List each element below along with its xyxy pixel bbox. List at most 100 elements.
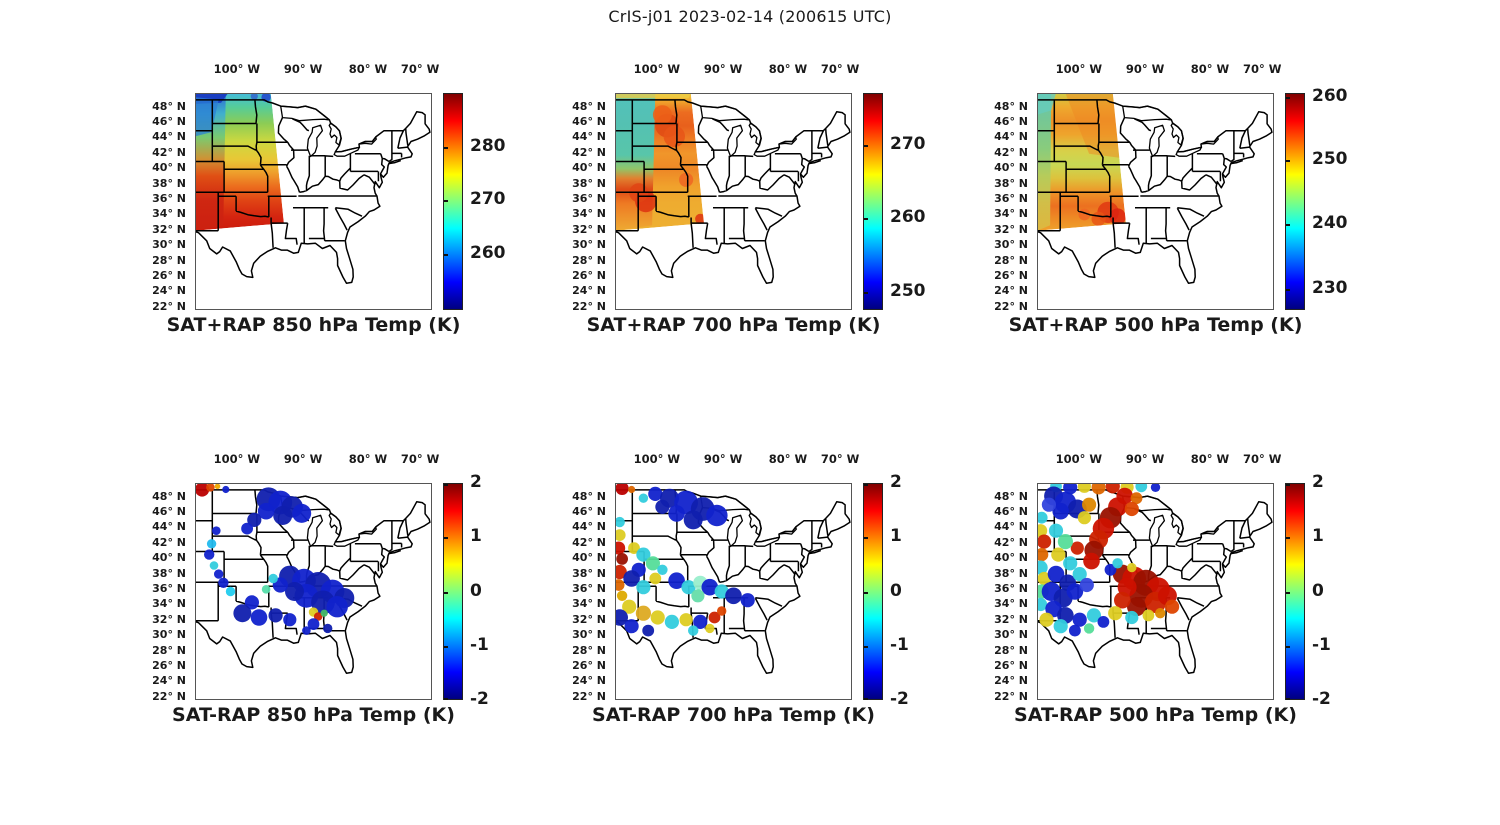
colorbar-tick-mark: [1286, 289, 1290, 292]
lon-tick-label: 100° W: [633, 62, 681, 76]
lat-tick-label: 34° N: [152, 207, 186, 221]
lat-tick-label: 46° N: [152, 114, 186, 128]
lat-tick-label: 34° N: [572, 597, 606, 611]
lat-tick-label: 32° N: [152, 612, 186, 626]
lat-tick-label: 42° N: [994, 535, 1028, 549]
lat-tick-label: 28° N: [994, 643, 1028, 657]
lat-tick-label: 32° N: [572, 612, 606, 626]
lat-tick-label: 22° N: [994, 299, 1028, 313]
colorbar-tick-label: 2: [1312, 472, 1324, 492]
lon-tick-label: 100° W: [633, 452, 681, 466]
colorbar-tick-label: 260: [890, 206, 926, 227]
lat-tick-label: 48° N: [994, 489, 1028, 503]
colorbar-sat-minus-rap-500: [1285, 483, 1305, 700]
difference-footprints: [615, 483, 755, 637]
colorbar-tick-label: 2: [890, 472, 902, 492]
lat-tick-label: 22° N: [152, 689, 186, 703]
lat-tick-label: 34° N: [572, 207, 606, 221]
colorbar-tick-mark: [444, 591, 448, 594]
lat-tick-label: 22° N: [572, 689, 606, 703]
lat-tick-label: 30° N: [994, 628, 1028, 642]
lon-tick-label: 70° W: [1242, 62, 1282, 76]
colorbar-tick-mark: [864, 217, 868, 220]
lon-tick-label: 80° W: [768, 62, 808, 76]
colorbar-tick-label: -2: [890, 689, 909, 709]
lat-tick-label: 24° N: [994, 674, 1028, 688]
lat-tick-label: 44° N: [572, 130, 606, 144]
lat-tick-label: 48° N: [572, 489, 606, 503]
lat-tick-label: 24° N: [572, 284, 606, 298]
figure-title: CrIS-j01 2023-02-14 (200615 UTC): [608, 7, 892, 26]
lon-tick-label: 70° W: [400, 452, 440, 466]
lat-tick-label: 24° N: [152, 674, 186, 688]
colorbar-tick-label: -2: [470, 689, 489, 709]
colorbar-tick-label: 230: [1312, 278, 1348, 299]
colorbar-tick-label: 1: [890, 526, 902, 547]
colorbar-tick-label: -1: [1312, 634, 1331, 655]
colorbar-sat-minus-rap-850: [443, 483, 463, 700]
lon-tick-label: 100° W: [1055, 62, 1103, 76]
map-sat-plus-rap-850: [195, 93, 432, 310]
colorbar-tick-label: 280: [470, 136, 506, 157]
difference-footprints: [1037, 483, 1180, 637]
colorbar-tick-label: 0: [890, 580, 902, 601]
colorbar-tick-label: 270: [470, 189, 506, 210]
colorbar-tick-label: 240: [1312, 213, 1348, 234]
colorbar-tick-mark: [1286, 160, 1290, 163]
lat-tick-label: 46° N: [994, 504, 1028, 518]
lat-tick-label: 42° N: [572, 535, 606, 549]
colorbar-tick-label: 0: [1312, 580, 1324, 601]
colorbar-tick-mark: [1286, 537, 1290, 540]
lat-tick-label: 36° N: [994, 582, 1028, 595]
lat-tick-label: 26° N: [994, 659, 1028, 672]
lat-tick-label: 48° N: [152, 489, 186, 503]
lon-tick-label: 90° W: [1125, 62, 1165, 76]
colorbar-tick-mark: [444, 253, 448, 256]
lat-tick-label: 42° N: [152, 535, 186, 549]
lat-tick-label: 48° N: [994, 99, 1028, 113]
colorbar-tick-label: 250: [1312, 149, 1348, 170]
colorbar-tick-mark: [864, 591, 868, 594]
panel-title: SAT+RAP 850 hPa Temp (K): [166, 314, 461, 336]
lat-tick-label: 30° N: [152, 238, 186, 252]
panel-title: SAT+RAP 700 hPa Temp (K): [586, 314, 881, 336]
colorbar-tick-label: 0: [470, 580, 482, 601]
lat-tick-label: 38° N: [994, 566, 1028, 580]
lon-tick-label: 90° W: [703, 62, 743, 76]
lon-tick-label: 90° W: [1125, 452, 1165, 466]
lat-tick-label: 30° N: [994, 238, 1028, 252]
lat-tick-label: 26° N: [152, 269, 186, 282]
map-sat-plus-rap-700: [615, 93, 852, 310]
lat-tick-label: 34° N: [994, 207, 1028, 221]
lat-tick-label: 42° N: [994, 145, 1028, 159]
lat-tick-label: 44° N: [152, 130, 186, 144]
lat-tick-label: 44° N: [994, 520, 1028, 534]
lat-tick-label: 32° N: [152, 222, 186, 236]
lat-tick-label: 28° N: [572, 643, 606, 657]
lat-tick-label: 28° N: [152, 253, 186, 267]
colorbar-tick-mark: [444, 484, 448, 486]
map-sat-minus-rap-700: [615, 483, 852, 700]
lat-tick-label: 36° N: [152, 582, 186, 595]
lat-tick-label: 46° N: [152, 504, 186, 518]
lat-tick-label: 30° N: [572, 238, 606, 252]
lat-tick-label: 44° N: [152, 520, 186, 534]
lat-tick-label: 40° N: [994, 551, 1028, 565]
lon-tick-label: 90° W: [283, 452, 323, 466]
lat-tick-label: 38° N: [994, 176, 1028, 190]
panel-title: SAT-RAP 500 hPa Temp (K): [1014, 704, 1297, 726]
lat-tick-label: 46° N: [572, 504, 606, 518]
lat-tick-label: 38° N: [152, 566, 186, 580]
lat-tick-label: 44° N: [994, 130, 1028, 144]
colorbar-tick-mark: [864, 645, 868, 648]
lon-tick-label: 80° W: [348, 62, 388, 76]
colorbar-tick-mark: [864, 698, 868, 700]
lon-tick-label: 70° W: [820, 452, 860, 466]
lat-tick-label: 28° N: [572, 253, 606, 267]
lat-tick-label: 22° N: [572, 299, 606, 313]
lat-tick-label: 40° N: [572, 161, 606, 175]
colorbar-tick-mark: [1286, 224, 1290, 227]
colorbar-sat-plus-rap-700: [863, 93, 883, 310]
lat-tick-label: 24° N: [572, 674, 606, 688]
colorbar-tick-label: 260: [1312, 86, 1348, 107]
